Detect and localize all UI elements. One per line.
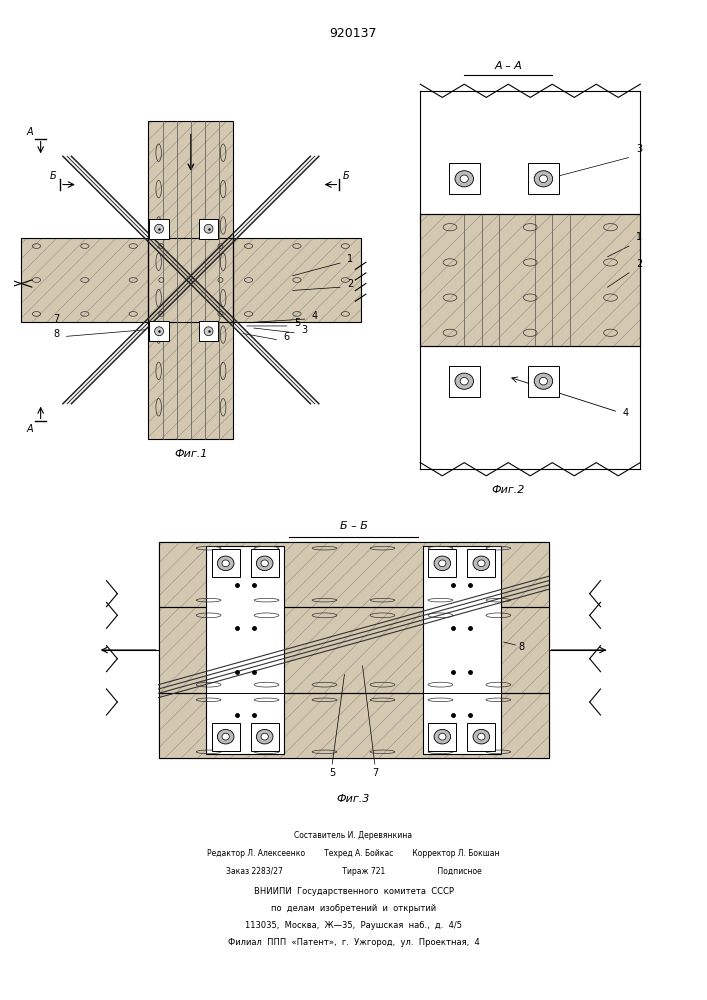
- Bar: [199, 321, 218, 341]
- Bar: [467, 723, 495, 751]
- Bar: [449, 163, 479, 194]
- Bar: [21, 238, 148, 322]
- Bar: [158, 542, 549, 758]
- Text: Заказ 2283/27                         Тираж 721                      Подписное: Заказ 2283/27 Тираж 721 Подписное: [226, 867, 481, 876]
- Bar: [233, 238, 361, 322]
- Text: А – А: А – А: [494, 61, 522, 71]
- Text: 1: 1: [347, 254, 353, 264]
- Bar: [467, 549, 495, 577]
- Ellipse shape: [455, 171, 474, 187]
- Text: 3: 3: [636, 144, 642, 154]
- Ellipse shape: [257, 729, 273, 744]
- Bar: [148, 121, 233, 439]
- Bar: [149, 321, 169, 341]
- Bar: [158, 607, 549, 693]
- Text: по  делам  изобретений  и  открытий: по делам изобретений и открытий: [271, 904, 436, 913]
- Bar: [420, 214, 641, 346]
- Ellipse shape: [155, 327, 163, 336]
- Ellipse shape: [438, 733, 446, 740]
- Text: Составитель И. Деревянкина: Составитель И. Деревянкина: [294, 831, 413, 840]
- Bar: [158, 693, 549, 758]
- Bar: [148, 238, 233, 322]
- Bar: [148, 121, 233, 439]
- Text: 5: 5: [329, 768, 335, 778]
- Text: 8: 8: [54, 329, 59, 339]
- Ellipse shape: [460, 377, 468, 385]
- Bar: [449, 366, 479, 397]
- Ellipse shape: [539, 175, 547, 183]
- Text: 5: 5: [294, 318, 300, 328]
- Ellipse shape: [434, 556, 450, 571]
- Text: А: А: [27, 127, 33, 137]
- Text: 6: 6: [284, 332, 289, 342]
- Ellipse shape: [434, 729, 450, 744]
- Bar: [199, 219, 218, 239]
- Text: 1: 1: [636, 232, 642, 242]
- Ellipse shape: [539, 377, 547, 385]
- Text: Б: Б: [343, 171, 350, 181]
- Text: 4: 4: [623, 408, 629, 418]
- Text: Редактор Л. Алексеенко        Техред А. Бойкас        Корректор Л. Бокшан: Редактор Л. Алексеенко Техред А. Бойкас …: [207, 849, 500, 858]
- Text: 2: 2: [636, 259, 642, 269]
- Ellipse shape: [217, 556, 234, 571]
- Ellipse shape: [438, 560, 446, 567]
- Text: 113035,  Москва,  Ж—35,  Раушская  наб.,  д.  4/5: 113035, Москва, Ж—35, Раушская наб., д. …: [245, 921, 462, 930]
- Bar: [158, 607, 549, 693]
- Bar: [158, 542, 549, 607]
- Ellipse shape: [534, 171, 553, 187]
- Bar: [251, 723, 279, 751]
- Ellipse shape: [261, 733, 269, 740]
- Ellipse shape: [217, 729, 234, 744]
- Bar: [149, 219, 169, 239]
- Bar: [148, 238, 233, 322]
- Text: 4: 4: [312, 311, 317, 321]
- Text: 7: 7: [372, 768, 378, 778]
- Text: 2: 2: [347, 279, 353, 289]
- Bar: [158, 542, 549, 607]
- Ellipse shape: [478, 560, 485, 567]
- Text: 7: 7: [54, 314, 59, 324]
- Bar: [21, 238, 148, 322]
- Bar: [420, 346, 641, 469]
- Ellipse shape: [257, 556, 273, 571]
- Bar: [251, 549, 279, 577]
- Text: Филиал  ППП  «Патент»,  г.  Ужгород,  ул.  Проектная,  4: Филиал ППП «Патент», г. Ужгород, ул. Про…: [228, 938, 479, 947]
- Ellipse shape: [222, 733, 229, 740]
- Text: 920137: 920137: [329, 27, 378, 40]
- Bar: [420, 214, 641, 346]
- Ellipse shape: [473, 729, 490, 744]
- Text: Б – Б: Б – Б: [339, 521, 368, 531]
- Ellipse shape: [478, 733, 485, 740]
- Ellipse shape: [460, 175, 468, 183]
- Text: А: А: [27, 424, 33, 434]
- Bar: [206, 546, 284, 754]
- Ellipse shape: [455, 373, 474, 389]
- Text: Фиг.2: Фиг.2: [491, 485, 525, 495]
- Text: 3: 3: [301, 325, 307, 335]
- Bar: [212, 549, 240, 577]
- Ellipse shape: [222, 560, 229, 567]
- Bar: [428, 549, 456, 577]
- Bar: [233, 238, 361, 322]
- Ellipse shape: [155, 224, 163, 233]
- Bar: [212, 723, 240, 751]
- Bar: [528, 366, 559, 397]
- Bar: [528, 163, 559, 194]
- Ellipse shape: [204, 224, 213, 233]
- Text: 8: 8: [518, 642, 525, 652]
- Ellipse shape: [534, 373, 553, 389]
- Ellipse shape: [473, 556, 490, 571]
- Bar: [423, 546, 501, 754]
- Text: Фиг.3: Фиг.3: [337, 794, 370, 804]
- Ellipse shape: [261, 560, 269, 567]
- Text: Б: Б: [49, 171, 57, 181]
- Ellipse shape: [204, 327, 213, 336]
- Bar: [428, 723, 456, 751]
- Text: Фиг.1: Фиг.1: [174, 449, 208, 459]
- Bar: [420, 91, 641, 214]
- Text: ВНИИПИ  Государственного  комитета  СССР: ВНИИПИ Государственного комитета СССР: [254, 887, 453, 896]
- Bar: [158, 693, 549, 758]
